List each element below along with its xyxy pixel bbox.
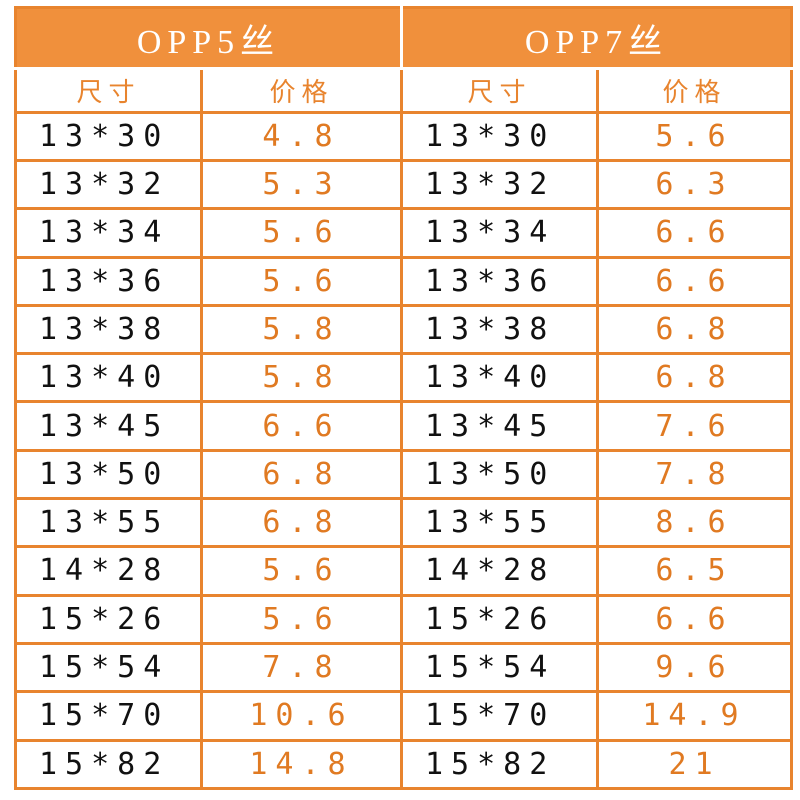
table-row: 13*55 6.8 13*55 8.6 xyxy=(14,497,793,549)
price-table: OPP5丝 OPP7丝 尺寸 价格 尺寸 价格 13*30 4.8 13*30 5.6… xyxy=(14,5,793,791)
opp7-size-cell: 13*45 xyxy=(400,400,599,452)
opp5-size-cell: 13*32 xyxy=(14,158,203,211)
opp5-size-cell: 13*55 xyxy=(14,497,203,549)
opp5-size-cell: 13*40 xyxy=(14,352,203,404)
opp5-size-cell: 15*26 xyxy=(14,593,203,645)
opp7-size-cell: 15*54 xyxy=(400,641,599,694)
opp7-size-cell: 13*36 xyxy=(400,255,599,307)
opp5-price-cell: 5.8 xyxy=(200,352,403,404)
table-row: 13*38 5.8 13*38 6.8 xyxy=(14,303,793,356)
opp5-size-cell: 15*70 xyxy=(14,690,203,742)
table-row: 15*26 5.6 15*26 6.6 xyxy=(14,593,793,645)
opp5-price-cell: 5.3 xyxy=(200,158,403,211)
opp7-price-cell: 6.8 xyxy=(596,303,793,356)
header-row: 尺寸 价格 尺寸 价格 xyxy=(14,67,793,114)
opp5-price-cell: 5.6 xyxy=(200,545,403,597)
table-row: 15*70 10.6 15*70 14.9 xyxy=(14,690,793,742)
opp5-size-cell: 13*36 xyxy=(14,255,203,307)
opp5-size-cell: 15*82 xyxy=(14,738,203,791)
opp7-price-cell: 7.8 xyxy=(596,448,793,501)
opp7-price-cell: 7.6 xyxy=(596,400,793,452)
table-row: 13*30 4.8 13*30 5.6 xyxy=(14,110,793,162)
opp7-size-cell: 13*30 xyxy=(400,110,599,162)
opp5-price-cell: 14.8 xyxy=(200,738,403,791)
opp7-size-cell: 13*34 xyxy=(400,207,599,259)
table-row: 13*45 6.6 13*45 7.6 xyxy=(14,400,793,452)
table-row: 13*34 5.6 13*34 6.6 xyxy=(14,207,793,259)
opp5-size-cell: 14*28 xyxy=(14,545,203,597)
price-list: OPP5丝 OPP7丝 尺寸 价格 尺寸 价格 13*30 4.8 13*30 5.6… xyxy=(14,5,793,791)
opp7-size-cell: 13*40 xyxy=(400,352,599,404)
opp5-size-cell: 13*34 xyxy=(14,207,203,259)
opp7-size-header: 尺寸 xyxy=(400,67,599,114)
opp7-size-cell: 15*26 xyxy=(400,593,599,645)
opp5-price-cell: 6.8 xyxy=(200,497,403,549)
table-row: 13*36 5.6 13*36 6.6 xyxy=(14,255,793,307)
table-row: 15*82 14.8 15*82 21 xyxy=(14,738,793,791)
opp7-price-header: 价格 xyxy=(596,67,793,114)
opp5-price-cell: 5.6 xyxy=(200,255,403,307)
opp7-price-cell: 9.6 xyxy=(596,641,793,694)
title-row: OPP5丝 OPP7丝 xyxy=(14,5,793,71)
opp5-size-cell: 13*45 xyxy=(14,400,203,452)
opp5-size-cell: 13*38 xyxy=(14,303,203,356)
opp7-price-cell: 6.6 xyxy=(596,255,793,307)
opp7-price-cell: 14.9 xyxy=(596,690,793,742)
opp7-price-cell: 8.6 xyxy=(596,497,793,549)
opp5-price-cell: 4.8 xyxy=(200,110,403,162)
opp7-price-cell: 6.6 xyxy=(596,593,793,645)
opp5-price-cell: 6.6 xyxy=(200,400,403,452)
opp7-price-cell: 6.3 xyxy=(596,158,793,211)
table-row: 14*28 5.6 14*28 6.5 xyxy=(14,545,793,597)
table-row: 13*40 5.8 13*40 6.8 xyxy=(14,352,793,404)
opp7-price-cell: 5.6 xyxy=(596,110,793,162)
opp5-title: OPP5丝 xyxy=(14,5,403,71)
table-row: 13*32 5.3 13*32 6.3 xyxy=(14,158,793,211)
opp5-price-cell: 5.6 xyxy=(200,207,403,259)
opp7-title: OPP7丝 xyxy=(400,5,793,71)
opp5-size-cell: 13*50 xyxy=(14,448,203,501)
opp7-size-cell: 15*70 xyxy=(400,690,599,742)
opp5-price-cell: 6.8 xyxy=(200,448,403,501)
table-row: 15*54 7.8 15*54 9.6 xyxy=(14,641,793,694)
opp7-size-cell: 14*28 xyxy=(400,545,599,597)
opp5-price-header: 价格 xyxy=(200,67,403,114)
opp5-price-cell: 5.6 xyxy=(200,593,403,645)
opp7-price-cell: 6.5 xyxy=(596,545,793,597)
table-row: 13*50 6.8 13*50 7.8 xyxy=(14,448,793,501)
opp7-size-cell: 13*38 xyxy=(400,303,599,356)
opp7-size-cell: 15*82 xyxy=(400,738,599,791)
opp5-price-cell: 5.8 xyxy=(200,303,403,356)
opp5-size-cell: 13*30 xyxy=(14,110,203,162)
opp5-size-cell: 15*54 xyxy=(14,641,203,694)
opp7-size-cell: 13*50 xyxy=(400,448,599,501)
opp5-price-cell: 10.6 xyxy=(200,690,403,742)
opp5-price-cell: 7.8 xyxy=(200,641,403,694)
opp7-size-cell: 13*55 xyxy=(400,497,599,549)
opp7-price-cell: 6.6 xyxy=(596,207,793,259)
opp7-size-cell: 13*32 xyxy=(400,158,599,211)
opp7-price-cell: 6.8 xyxy=(596,352,793,404)
opp5-size-header: 尺寸 xyxy=(14,67,203,114)
opp7-price-cell: 21 xyxy=(596,738,793,791)
